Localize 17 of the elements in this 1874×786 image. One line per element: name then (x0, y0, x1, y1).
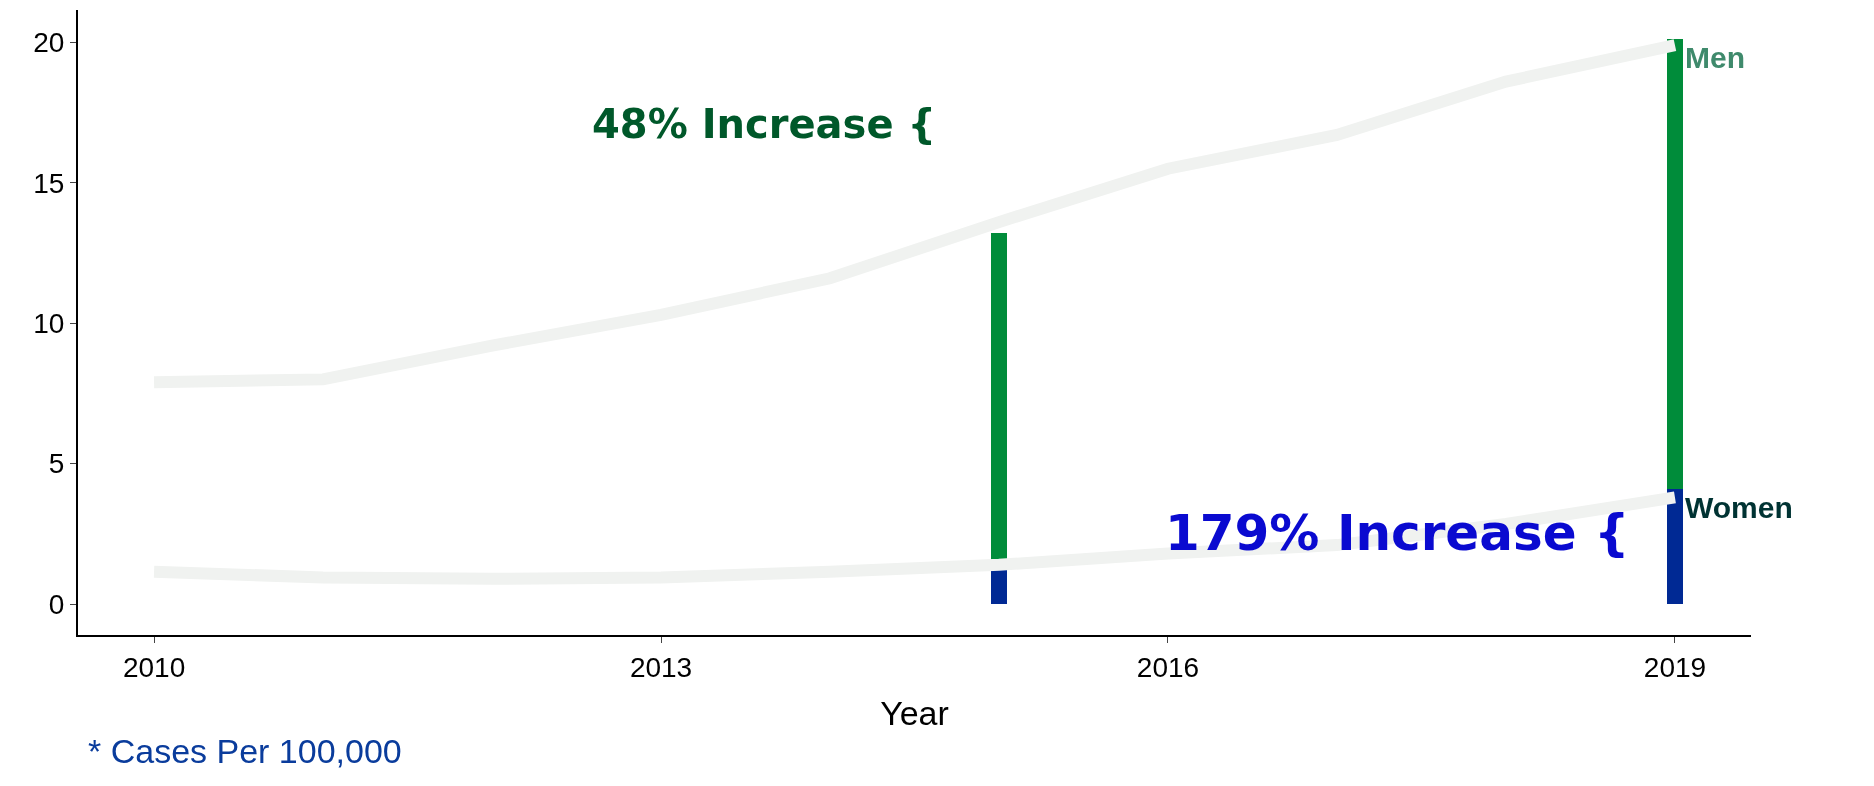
x-tick-label: 2010 (122, 651, 186, 683)
y-tick-label: 15 (33, 167, 65, 199)
x-tick-label: 2013 (629, 651, 693, 683)
annotation: Women (1685, 491, 1793, 524)
y-tick-label: 5 (48, 448, 65, 480)
annotation: Men (1685, 41, 1745, 74)
x-tick-label: 2019 (1643, 651, 1707, 683)
bar (1666, 488, 1684, 605)
x-tick-label: 2016 (1136, 651, 1200, 683)
annotation: 179% Increase { (1165, 504, 1630, 562)
y-tick-label: 20 (33, 27, 65, 59)
annotation: 48% Increase { (592, 101, 936, 147)
bar (1666, 39, 1684, 489)
text: * Cases Per 100,000 (88, 732, 402, 770)
y-tick-label: 10 (33, 308, 65, 339)
y-tick-label: 0 (48, 588, 65, 620)
x-axis-title: Year (880, 694, 949, 733)
